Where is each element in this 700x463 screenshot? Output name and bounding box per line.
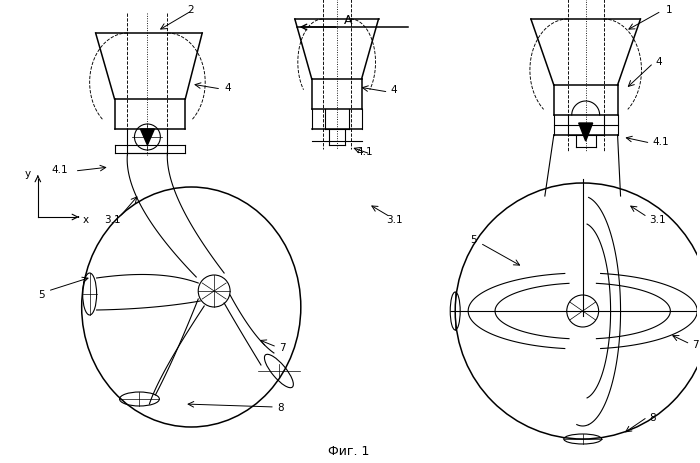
Text: 5: 5: [470, 234, 477, 244]
Text: 3.1: 3.1: [650, 214, 666, 225]
Text: 4.1: 4.1: [356, 147, 373, 156]
Text: 4.1: 4.1: [52, 165, 69, 175]
Text: 8: 8: [650, 412, 656, 422]
Text: 1: 1: [666, 5, 672, 15]
Text: y: y: [25, 169, 31, 179]
Text: 4: 4: [655, 57, 662, 67]
Text: 4: 4: [391, 85, 397, 95]
Text: 3.1: 3.1: [104, 214, 121, 225]
Text: 4: 4: [224, 83, 231, 93]
Text: 5: 5: [38, 289, 45, 300]
Text: 8: 8: [277, 402, 284, 412]
Text: A: A: [344, 13, 353, 26]
Polygon shape: [141, 130, 155, 146]
Text: 4.1: 4.1: [652, 137, 669, 147]
Text: 7: 7: [279, 342, 286, 352]
Text: x: x: [83, 214, 89, 225]
Text: 2: 2: [188, 5, 194, 15]
Text: 3.1: 3.1: [386, 214, 403, 225]
Polygon shape: [579, 124, 593, 142]
Text: 7: 7: [692, 339, 699, 349]
Text: Фиг. 1: Фиг. 1: [328, 444, 370, 457]
